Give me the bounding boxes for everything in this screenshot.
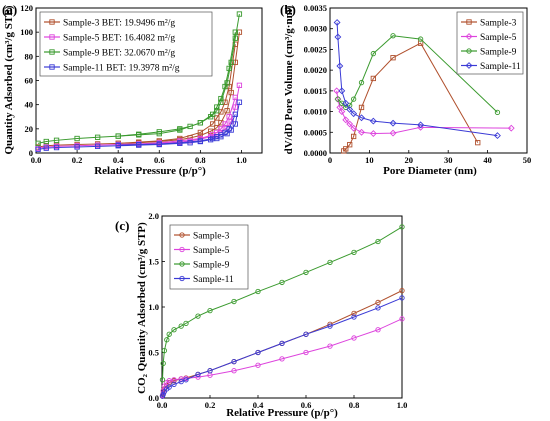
y-tick-label: 20 [25,124,34,134]
x-tick-label: 40 [483,155,492,165]
x-tick-label: 0.6 [154,155,165,165]
legend: Sample-3 Sample-5 Sample-9 Sample-11 [170,225,248,289]
x-axis-title: Relative Pressure (p/p°) [226,407,338,419]
y-tick-label: 1.0 [148,302,159,312]
x-tick-label: 50 [523,155,532,165]
y-axis-title: dV/dD Pore Volume (cm³/g·nm) [283,5,295,154]
data-point [495,110,499,114]
legend-label: Sample-5 [193,246,230,256]
series-line [162,298,402,396]
x-tick-label: 10 [365,155,374,165]
y-axis-title: Quantity Adsorbed (cm³/g STP) [3,5,15,154]
y-tick-label: 0.0000 [304,148,327,158]
x-tick-label: 30 [444,155,453,165]
series-3 [160,296,404,399]
y-tick-label: 80 [25,51,34,61]
x-tick-label: 1.0 [397,400,408,410]
legend-label: Sample-5 [480,33,517,43]
panel-label: (c) [115,218,129,233]
legend-label: Sample-11 BET: 19.3978 m²/g [63,63,180,73]
x-tick-label: 0.2 [72,155,83,165]
y-tick-label: 0.0 [148,393,159,403]
y-tick-label: 0.0005 [304,127,327,137]
x-axis-title: Relative Pressure (p/p°) [94,165,206,177]
x-tick-label: 0.8 [349,400,360,410]
y-tick-label: 100 [20,27,33,37]
y-tick-label: 0.0030 [304,24,327,34]
legend-label: Sample-11 [193,275,234,285]
y-tick-label: 60 [25,76,34,86]
legend-label: Sample-9 [193,260,230,270]
y-tick-label: 0.0020 [304,65,327,75]
chart-panel-a: 0.0 0.2 0.4 0.6 0.8 1.0020406080100120Relativ… [2,2,262,177]
chart-panel-c: 0.0 0.2 0.4 0.6 0.8 1.00.00.51.01.52.0Relativ… [115,211,407,419]
series-1 [160,317,404,398]
legend-label: Sample-3 [480,18,517,28]
chart-panel-b: 0 10 20 30 40 50 0.0000 0.0005 0.0010 0.0015 0.002… [280,2,531,177]
y-tick-label: 120 [20,3,33,13]
x-tick-label: 20 [405,155,414,165]
y-tick-label: 40 [25,100,34,110]
legend-label: Sample-11 [480,62,521,72]
y-tick-label: 2.0 [148,211,159,221]
y-tick-label: 0.0010 [304,107,327,117]
x-tick-label: 0 [328,155,332,165]
y-axis-title: CO₂ Quantity Adsorbed (cm³/g STP) [136,222,148,394]
y-tick-label: 0.0025 [304,44,327,54]
legend-label: Sample-5 BET: 16.4082 m²/g [63,33,175,43]
series-line [337,91,512,134]
y-tick-label: 0 [29,148,33,158]
series-1 [334,88,514,136]
y-tick-label: 1.5 [148,257,159,267]
legend-label: Sample-3 [193,231,230,241]
panel-label: (b) [280,2,296,17]
x-tick-label: 0.8 [195,155,206,165]
x-tick-label: 0.4 [113,155,124,165]
legend: Sample-3 BET: 19.9496 m²/g Sample-5 BET: … [40,12,212,76]
y-tick-label: 0.0035 [304,3,327,13]
x-tick-label: 0.2 [205,400,216,410]
x-axis-title: Pore Diameter (nm) [383,165,477,177]
legend: Sample-3 Sample-5 Sample-9 Sample-11 [457,12,523,74]
y-tick-label: 0.5 [148,348,159,358]
y-tick-label: 0.0015 [304,86,327,96]
panel-label: (a) [2,2,17,17]
legend-label: Sample-9 [480,47,517,57]
x-tick-label: 1.0 [236,155,247,165]
legend-label: Sample-3 BET: 19.9496 m²/g [63,18,175,28]
legend-label: Sample-9 BET: 32.0670 m²/g [63,48,175,58]
